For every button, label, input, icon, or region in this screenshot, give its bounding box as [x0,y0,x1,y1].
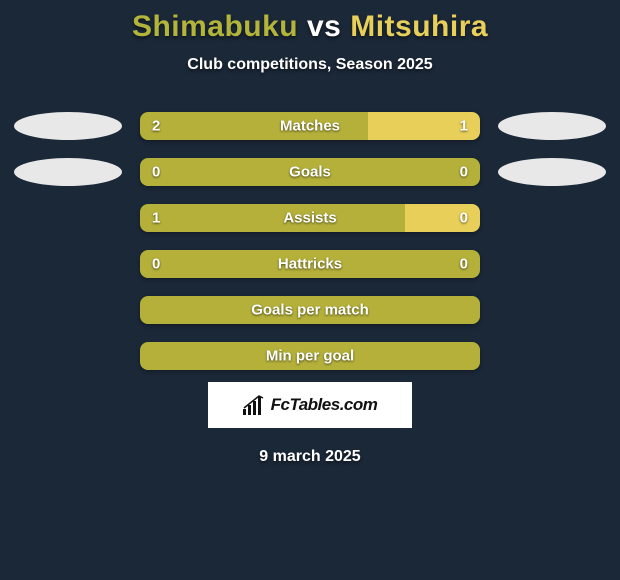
stat-bar: Min per goal [140,342,480,370]
player1-name: Shimabuku [132,10,298,43]
stat-bar: Goals per match [140,296,480,324]
subtitle: Club competitions, Season 2025 [187,56,432,74]
bar-left-fill [140,204,405,232]
footer-badge-text: FcTables.com [271,395,378,415]
page-title: Shimabuku vs Mitsuhira [132,10,488,44]
bar-label: Hattricks [278,256,342,273]
bar-label: Assists [283,210,336,227]
fctables-logo-icon [243,395,267,415]
bar-left-value: 2 [152,118,160,135]
stat-row: 2 1 Matches [0,112,620,140]
bar-right-fill [405,204,480,232]
stat-bar: 1 0 Assists [140,204,480,232]
stat-row: Goals per match [0,296,620,324]
bar-right-value: 0 [460,210,468,227]
stat-row: 1 0 Assists [0,204,620,232]
bar-right-value: 1 [460,118,468,135]
bar-left-value: 1 [152,210,160,227]
bar-left-fill [140,158,310,186]
stat-bar: 2 1 Matches [140,112,480,140]
stat-row: 0 0 Goals [0,158,620,186]
bar-label: Goals [289,164,331,181]
bar-left-value: 0 [152,164,160,181]
bar-left-value: 0 [152,256,160,273]
stat-row: 0 0 Hattricks [0,250,620,278]
stat-row: Min per goal [0,342,620,370]
footer-badge: FcTables.com [208,382,412,428]
infographic-container: Shimabuku vs Mitsuhira Club competitions… [0,0,620,580]
footer-date: 9 march 2025 [259,448,360,466]
player2-name: Mitsuhira [350,10,488,43]
vs-text: vs [307,10,341,43]
bar-right-fill [310,158,480,186]
bar-label: Min per goal [266,348,354,365]
bar-label: Matches [280,118,340,135]
bar-right-value: 0 [460,256,468,273]
player1-oval-icon [14,158,122,186]
player1-oval-icon [14,112,122,140]
player2-oval-icon [498,112,606,140]
chart-area: 2 1 Matches 0 0 Goals 1 0 Assists 0 0 Hattricks Goal… [0,112,620,370]
stat-bar: 0 0 Goals [140,158,480,186]
bar-label: Goals per match [251,302,369,319]
player2-oval-icon [498,158,606,186]
stat-bar: 0 0 Hattricks [140,250,480,278]
bar-right-value: 0 [460,164,468,181]
